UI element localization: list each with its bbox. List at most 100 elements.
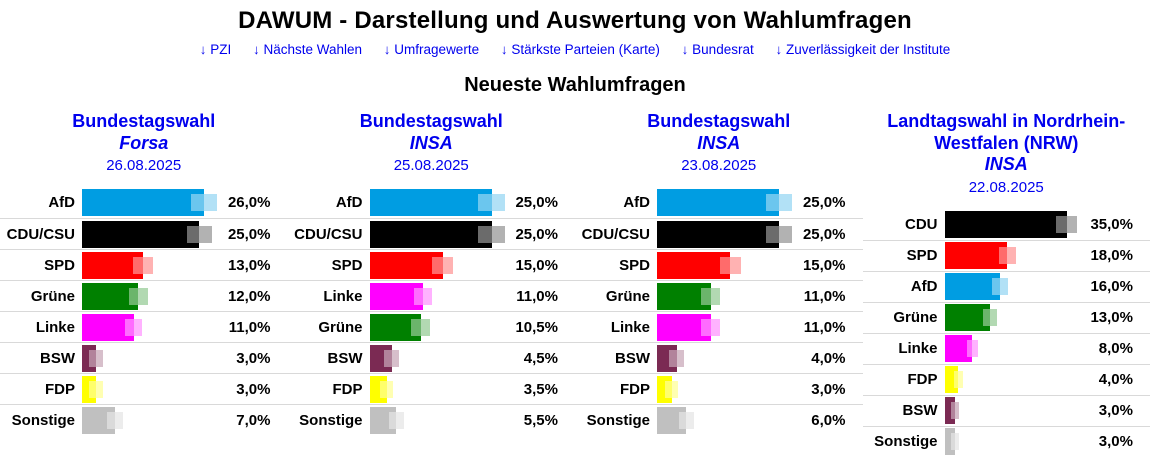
party-label: AfD <box>48 194 75 212</box>
party-value: 11,0% <box>228 318 271 336</box>
party-value: 15,0% <box>802 256 846 274</box>
party-bar <box>657 375 672 403</box>
error-margin-outer <box>1007 247 1016 265</box>
party-label: SPD <box>44 256 75 274</box>
poll-chart[interactable]: Bundestagswahl INSA 25.08.2025 AfD 25,0% C… <box>287 111 575 457</box>
error-margin-inner <box>186 225 200 243</box>
party-value: 8,0% <box>1098 340 1133 358</box>
nav-link-zuverlaessigkeit-institute[interactable]: ↓ Zuverlässigkeit der Institute <box>775 42 951 57</box>
bar-track <box>82 220 220 248</box>
party-bar <box>944 273 1001 301</box>
error-margin-outer <box>730 256 741 274</box>
chart-title: Bundestagswahl <box>359 111 503 131</box>
poll-row: SPD 13,0% <box>0 249 288 280</box>
poll-chart[interactable]: Landtagswahl in Nordrhein-Westfalen (NRW… <box>862 111 1150 457</box>
error-margin-inner <box>669 349 677 367</box>
error-margin-inner <box>89 380 97 398</box>
error-margin-outer <box>779 194 793 212</box>
error-margin-inner <box>411 318 421 336</box>
chart-institute: Forsa <box>119 132 169 153</box>
error-margin-inner <box>133 256 143 274</box>
poll-chart[interactable]: Bundestagswahl INSA 23.08.2025 AfD 25,0% C… <box>575 111 863 457</box>
poll-row: SPD 15,0% <box>287 249 575 280</box>
party-value: 4,0% <box>1098 371 1133 389</box>
poll-row: CDU/CSU 25,0% <box>575 218 863 249</box>
party-bar <box>82 344 97 372</box>
party-label: FDP <box>45 380 75 398</box>
error-margin-outer <box>420 318 430 336</box>
party-label: AfD <box>623 194 650 212</box>
nav-link-pzi[interactable]: ↓ PZI <box>199 42 232 57</box>
error-margin-outer <box>143 256 153 274</box>
chart-institute: INSA <box>409 132 453 153</box>
bar-track <box>369 406 508 434</box>
bar-track <box>657 406 795 434</box>
poll-row: CDU 35,0% <box>863 209 1150 240</box>
party-label: BSW <box>902 402 938 420</box>
error-margin-inner <box>478 194 492 212</box>
poll-row: BSW 3,0% <box>862 394 1150 426</box>
poll-chart[interactable]: Bundestagswahl Forsa 26.08.2025 AfD 26,0%… <box>0 111 288 457</box>
nav-link-umfragewerte[interactable]: ↓ Umfragewerte <box>383 42 480 57</box>
party-value: 11,0% <box>803 287 846 305</box>
error-margin-outer <box>972 340 979 358</box>
party-bar <box>657 313 711 341</box>
bar-track <box>657 220 795 248</box>
error-margin-outer <box>1066 215 1077 233</box>
party-label: Linke <box>610 318 650 336</box>
poll-row: FDP 3,0% <box>0 373 288 404</box>
bar-track <box>369 282 508 310</box>
error-margin-inner <box>679 411 687 429</box>
party-label: Grüne <box>30 287 75 305</box>
bar-track <box>82 313 220 341</box>
error-margin-outer <box>442 256 454 274</box>
error-margin-outer <box>204 194 217 212</box>
party-bar <box>369 406 397 434</box>
poll-row: Grüne 10,5% <box>287 311 575 342</box>
party-bar <box>82 189 204 217</box>
poll-row: BSW 4,0% <box>575 342 863 373</box>
party-value: 25,0% <box>515 225 558 243</box>
party-label: SPD <box>619 256 650 274</box>
error-margin-outer <box>671 380 679 398</box>
poll-row: Sonstige 6,0% <box>575 404 863 435</box>
bar-track <box>657 313 795 341</box>
error-margin-inner <box>765 194 779 212</box>
party-value: 6,0% <box>811 411 846 429</box>
error-margin-outer <box>710 287 720 305</box>
nav-link-staerkste-parteien-karte[interactable]: ↓ Stärkste Parteien (Karte) <box>500 42 660 57</box>
party-bar <box>82 220 200 248</box>
party-value: 18,0% <box>1090 247 1133 265</box>
nav-link-naechste-wahlen[interactable]: ↓ Nächste Wahlen <box>252 42 363 57</box>
nav-link-bundesrat[interactable]: ↓ Bundesrat <box>681 42 754 57</box>
error-margin-outer <box>676 349 684 367</box>
party-label: AfD <box>910 278 938 296</box>
error-margin-inner <box>379 380 387 398</box>
party-label: Sonstige <box>11 411 75 429</box>
party-value: 13,0% <box>1090 309 1133 327</box>
party-label: Sonstige <box>586 411 650 429</box>
party-value: 4,0% <box>811 349 846 367</box>
bar-track <box>657 282 795 310</box>
party-bar <box>369 189 492 217</box>
error-margin-outer <box>138 287 148 305</box>
error-margin-outer <box>114 411 123 429</box>
error-margin-outer <box>779 225 793 243</box>
bar-track <box>944 428 1083 456</box>
party-bar <box>657 189 779 217</box>
party-label: AfD <box>335 194 363 212</box>
error-margin-inner <box>719 256 731 274</box>
bar-track <box>82 282 220 310</box>
bar-track <box>82 189 220 217</box>
bar-track <box>82 375 220 403</box>
poll-row: SPD 18,0% <box>862 239 1150 271</box>
chart-title: Bundestagswahl <box>72 111 216 131</box>
error-margin-inner <box>998 247 1008 265</box>
party-label: BSW <box>40 349 75 367</box>
poll-row: Linke 11,0% <box>575 311 863 342</box>
poll-row: FDP 4,0% <box>862 363 1150 395</box>
party-bar <box>944 397 955 425</box>
party-value: 25,0% <box>802 225 846 243</box>
poll-row: CDU/CSU 25,0% <box>287 218 575 249</box>
poll-row: AfD 26,0% <box>0 187 288 218</box>
